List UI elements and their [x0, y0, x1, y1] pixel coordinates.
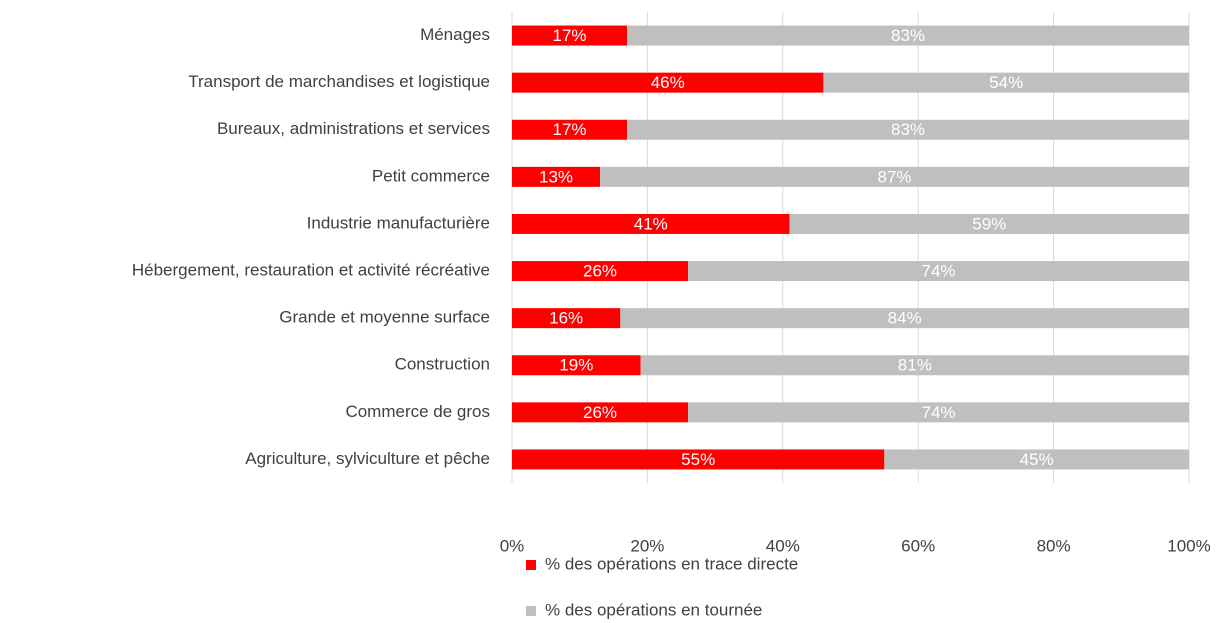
data-label: 84% — [888, 309, 922, 328]
bar-segment — [512, 402, 689, 423]
bar-segment — [512, 119, 628, 140]
legend-label: % des opérations en tournée — [545, 600, 762, 619]
y-tick-label: Hébergement, restauration et activité ré… — [132, 261, 490, 280]
legend-label: % des opérations en trace directe — [545, 554, 798, 573]
x-tick-label: 40% — [766, 536, 800, 555]
y-tick-label: Commerce de gros — [345, 402, 490, 421]
data-label: 45% — [1020, 450, 1054, 469]
data-label: 26% — [583, 403, 617, 422]
bar-segment — [512, 261, 689, 282]
data-label: 41% — [634, 214, 668, 233]
bar-segment — [512, 166, 601, 187]
y-tick-label: Transport de marchandises et logistique — [188, 72, 490, 91]
bar-segment — [640, 355, 1189, 376]
data-label: 26% — [583, 262, 617, 281]
bar-segment — [789, 213, 1189, 234]
bar-segment — [600, 166, 1189, 187]
bar-segment — [512, 213, 790, 234]
y-tick-label: Grande et moyenne surface — [279, 308, 490, 327]
bar-segment — [512, 449, 885, 470]
bar-segment — [627, 119, 1189, 140]
x-tick-label: 80% — [1037, 536, 1071, 555]
data-label: 74% — [921, 403, 955, 422]
y-tick-label: Bureaux, administrations et services — [217, 119, 490, 138]
bar-segment — [512, 25, 628, 46]
data-label: 46% — [651, 73, 685, 92]
data-label: 81% — [898, 356, 932, 375]
bar-segment — [512, 308, 621, 329]
bar-segment — [512, 72, 824, 93]
data-label: 83% — [891, 120, 925, 139]
x-tick-label: 60% — [901, 536, 935, 555]
data-label: 13% — [539, 167, 573, 186]
bar-segment — [620, 308, 1189, 329]
legend-swatch — [526, 560, 536, 570]
y-tick-label: Construction — [395, 355, 490, 374]
x-tick-label: 0% — [500, 536, 525, 555]
data-label: 55% — [681, 450, 715, 469]
data-label: 59% — [972, 214, 1006, 233]
legend-swatch — [526, 606, 536, 616]
y-tick-label: Industrie manufacturière — [307, 213, 490, 232]
data-label: 54% — [989, 73, 1023, 92]
y-tick-label: Agriculture, sylviculture et pêche — [245, 449, 490, 468]
x-tick-label: 20% — [630, 536, 664, 555]
bar-segment — [512, 355, 641, 376]
data-label: 87% — [877, 167, 911, 186]
data-label: 19% — [559, 356, 593, 375]
data-label: 17% — [553, 120, 587, 139]
data-label: 16% — [549, 309, 583, 328]
bar-segment — [823, 72, 1189, 93]
data-label: 17% — [553, 26, 587, 45]
y-tick-label: Ménages — [420, 25, 490, 44]
bar-segment — [884, 449, 1189, 470]
y-tick-label: Petit commerce — [372, 166, 490, 185]
bar-segment — [688, 261, 1189, 282]
bar-segment — [688, 402, 1189, 423]
data-label: 74% — [921, 262, 955, 281]
x-tick-label: 100% — [1167, 536, 1210, 555]
bar-segment — [627, 25, 1189, 46]
data-label: 83% — [891, 26, 925, 45]
